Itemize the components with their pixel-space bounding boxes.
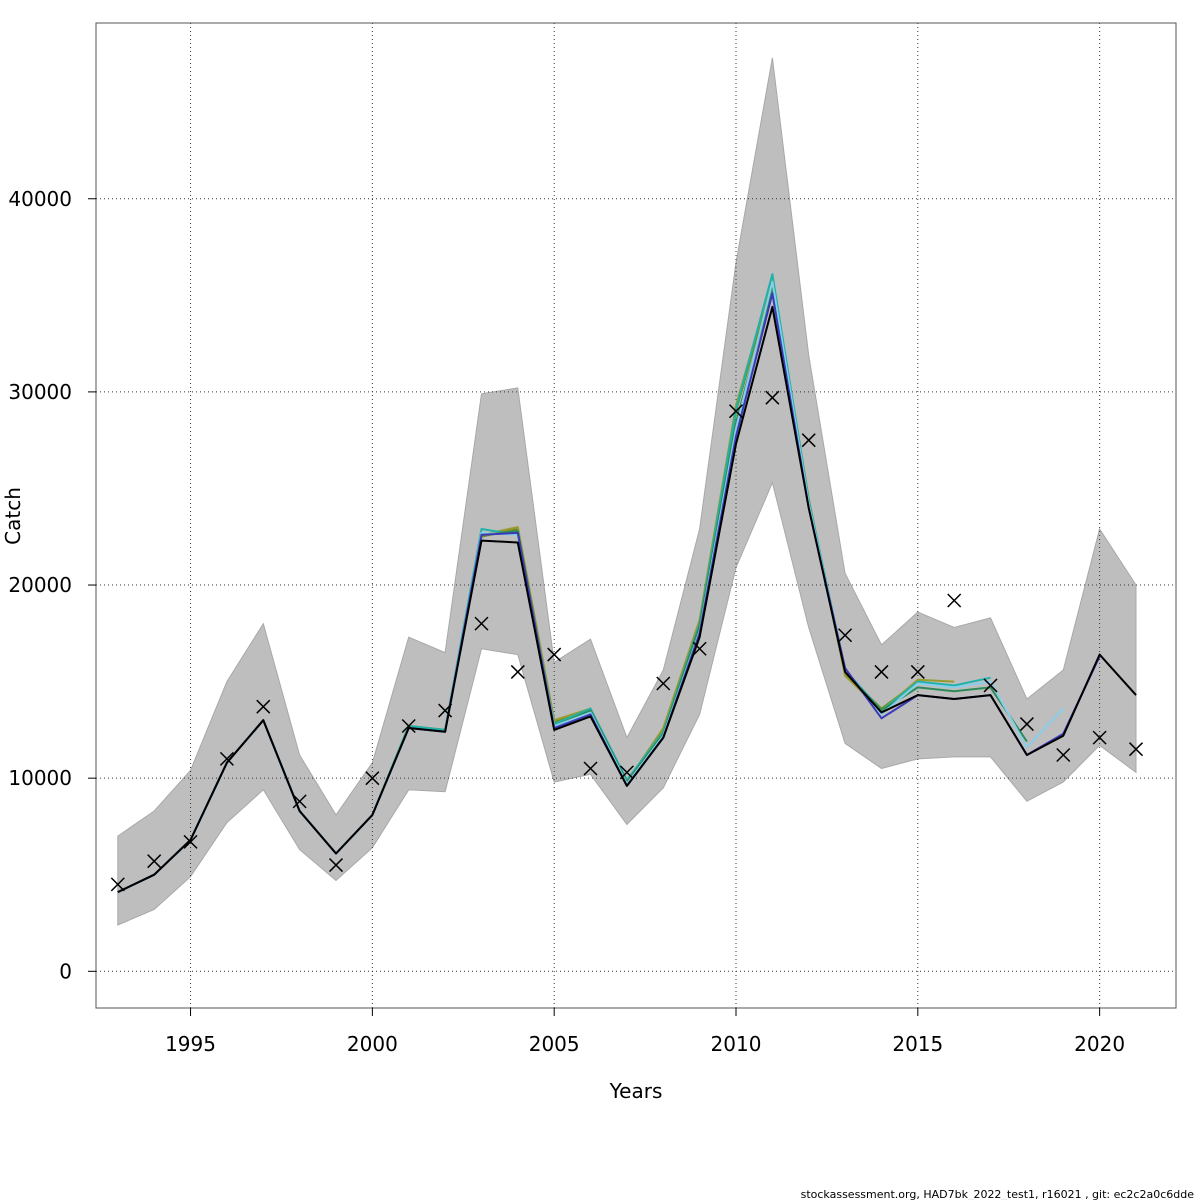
x-tick-label: 2020 xyxy=(1074,1032,1125,1056)
grid-layer xyxy=(96,23,1176,1008)
plot-frame xyxy=(95,22,1177,1009)
observation-point xyxy=(728,404,744,419)
series-layer xyxy=(117,273,1137,894)
series-line-base-mean xyxy=(117,306,1137,893)
observation-point xyxy=(1128,742,1144,757)
y-tick-label: 0 xyxy=(59,959,72,983)
observation-point xyxy=(874,664,889,679)
observation-point xyxy=(438,703,453,718)
x-tick-label: 1995 xyxy=(165,1032,216,1056)
observation-point xyxy=(219,751,234,766)
observation-point xyxy=(910,664,925,679)
observation-point xyxy=(692,641,707,656)
y-tick-label: 30000 xyxy=(8,380,72,404)
y-tick-label: 10000 xyxy=(8,766,72,790)
y-tick-label: 40000 xyxy=(8,187,72,211)
footer-text: stockassessment.org, HAD7bk_2022_test1, … xyxy=(801,1188,1195,1200)
x-axis-title: Years xyxy=(609,1079,663,1103)
observation-point xyxy=(619,765,634,780)
y-axis-title: Catch xyxy=(1,487,25,545)
y-tick-label: 20000 xyxy=(8,573,72,597)
observation-point xyxy=(401,718,416,734)
observation-point xyxy=(656,676,671,691)
observation-point xyxy=(1056,747,1071,763)
observation-point xyxy=(365,771,380,786)
observation-point xyxy=(292,794,307,809)
observation-point xyxy=(947,593,962,608)
observation-point xyxy=(1019,717,1034,732)
observation-point xyxy=(801,433,816,448)
x-tick-label: 2010 xyxy=(711,1032,762,1056)
observation-point xyxy=(1092,730,1107,745)
observation-point xyxy=(183,834,198,849)
x-tick-label: 2015 xyxy=(892,1032,943,1056)
observation-point xyxy=(110,877,125,892)
observation-point xyxy=(983,678,998,693)
observation-point xyxy=(838,628,853,643)
x-tick-label: 2005 xyxy=(529,1032,580,1056)
observation-point xyxy=(147,854,162,869)
observation-point xyxy=(256,699,271,714)
observation-point xyxy=(474,616,489,631)
axis-layer: 1995 2000 2005 2010 2015 2020 0 10000 20000 30000… xyxy=(8,187,1125,1056)
x-tick-label: 2000 xyxy=(347,1032,398,1056)
observation-point xyxy=(510,664,525,679)
observation-point xyxy=(583,761,598,776)
observation-point xyxy=(328,858,344,873)
observations-layer xyxy=(110,390,1144,892)
observation-point xyxy=(765,390,780,405)
observation-point xyxy=(547,647,562,662)
